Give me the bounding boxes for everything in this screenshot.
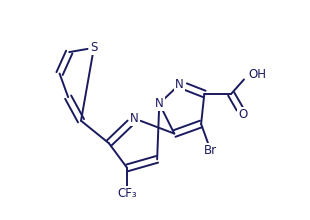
Text: CF₃: CF₃ [117, 187, 137, 200]
Text: S: S [90, 41, 98, 54]
Text: O: O [238, 108, 248, 121]
Text: N: N [130, 112, 139, 125]
Text: N: N [175, 78, 184, 91]
Text: Br: Br [204, 144, 217, 157]
Text: N: N [155, 97, 164, 110]
Text: OH: OH [248, 68, 266, 81]
